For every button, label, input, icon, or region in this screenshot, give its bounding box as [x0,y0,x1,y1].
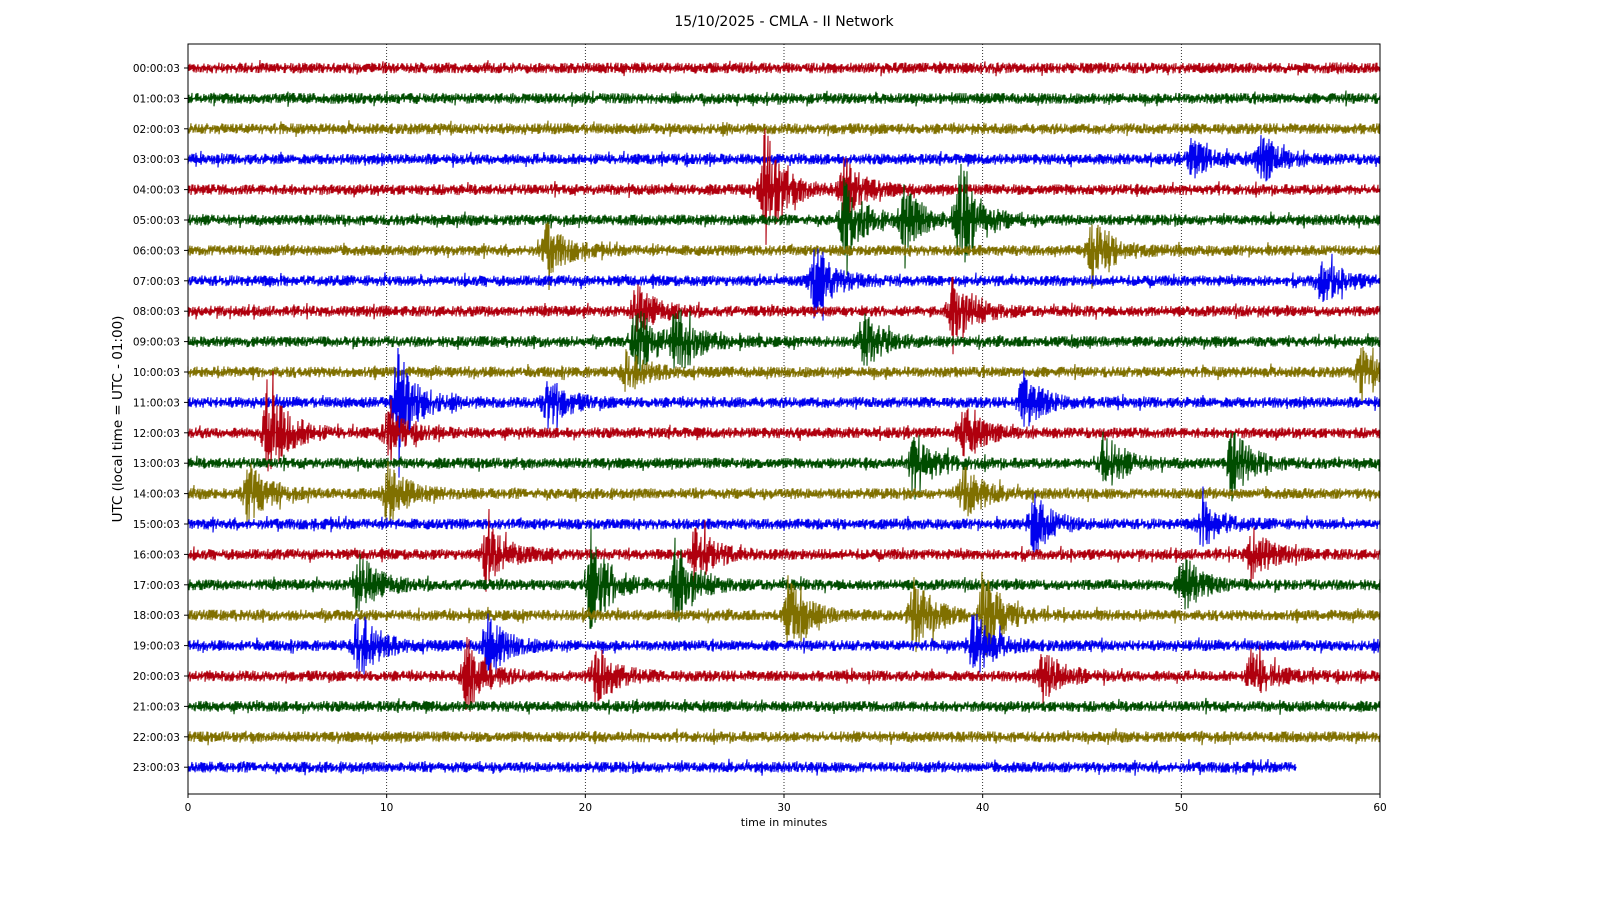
x-tick-label-6: 60 [1373,802,1386,814]
trace-15:00:03 [187,486,1381,557]
y-tick-label-5: 05:00:03 [133,215,180,227]
y-tick-label-8: 08:00:03 [133,306,180,318]
y-tick-label-15: 15:00:03 [133,519,180,531]
trace-22:00:03 [187,728,1381,746]
x-tick-label-3: 30 [777,802,790,814]
trace-18:00:03 [187,571,1381,657]
y-tick-label-10: 10:00:03 [133,367,180,379]
y-tick-label-2: 02:00:03 [133,124,180,136]
trace-12:00:03 [187,371,1381,472]
y-tick-label-1: 01:00:03 [133,93,180,105]
y-tick-label-19: 19:00:03 [133,641,180,653]
y-tick-label-13: 13:00:03 [133,458,180,470]
trace-01:00:03 [187,90,1381,107]
trace-14:00:03 [187,461,1381,523]
y-tick-label-4: 04:00:03 [133,185,180,197]
trace-11:00:03 [187,347,1381,478]
trace-02:00:03 [187,120,1381,137]
trace-05:00:03 [187,163,1381,276]
y-tick-label-20: 20:00:03 [133,671,180,683]
trace-06:00:03 [187,221,1381,291]
trace-23:00:03 [187,758,1297,776]
y-tick-label-0: 00:00:03 [133,63,180,75]
x-tick-label-1: 10 [380,802,393,814]
y-tick-label-23: 23:00:03 [133,762,180,774]
y-tick-label-21: 21:00:03 [133,701,180,713]
y-tick-label-17: 17:00:03 [133,580,180,592]
trace-03:00:03 [187,135,1381,182]
y-tick-label-18: 18:00:03 [133,610,180,622]
trace-13:00:03 [187,431,1381,502]
y-tick-label-9: 09:00:03 [133,337,180,349]
x-tick-label-4: 40 [976,802,989,814]
trace-16:00:03 [187,508,1381,592]
trace-00:00:03 [187,59,1381,77]
y-tick-label-3: 03:00:03 [133,154,180,166]
y-tick-label-22: 22:00:03 [133,732,180,744]
trace-07:00:03 [187,248,1381,321]
x-tick-label-2: 20 [579,802,592,814]
y-axis-label: UTC (local time = UTC - 01:00) [110,315,126,523]
x-tick-label-0: 0 [185,802,192,814]
y-tick-label-6: 06:00:03 [133,245,180,257]
x-tick-label-5: 50 [1175,802,1188,814]
y-tick-label-7: 07:00:03 [133,276,180,288]
x-axis-label: time in minutes [740,816,828,829]
trace-17:00:03 [187,527,1381,629]
y-tick-label-12: 12:00:03 [133,428,180,440]
trace-09:00:03 [187,309,1381,384]
chart-title: 15/10/2025 - CMLA - II Network [674,14,894,30]
trace-19:00:03 [187,613,1381,677]
trace-10:00:03 [187,346,1381,403]
y-tick-label-14: 14:00:03 [133,489,180,501]
trace-08:00:03 [187,276,1381,355]
trace-21:00:03 [187,697,1381,715]
trace-04:00:03 [187,128,1381,245]
trace-20:00:03 [187,637,1381,712]
y-tick-label-16: 16:00:03 [133,549,180,561]
y-tick-label-11: 11:00:03 [133,397,180,409]
